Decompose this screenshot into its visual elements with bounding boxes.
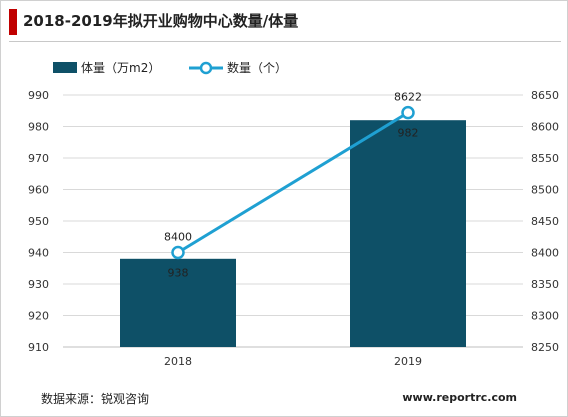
left-axis-tick: 910 [28,341,49,354]
left-axis-tick: 950 [28,215,49,228]
legend-swatch-marker [199,61,213,75]
right-axis-tick: 8300 [531,310,559,323]
left-axis-tick: 990 [28,89,49,102]
title-accent-bar [9,9,17,35]
x-axis-tick: 2019 [394,355,422,368]
website-label: www.reportrc.com [402,391,517,404]
left-axis-tick: 970 [28,152,49,165]
legend-label-line: 数量（个） [227,60,287,75]
source-note: 数据来源：锐观咨询 [41,392,150,406]
x-axis-tick: 2018 [164,355,192,368]
bar-2018 [120,258,236,347]
line-point-2018 [171,245,185,260]
right-axis-tick: 8600 [531,121,559,134]
legend-swatch-bar [53,62,77,73]
right-axis-tick: 8450 [531,215,559,228]
left-axis-tick: 920 [28,310,49,323]
right-axis-tick: 8500 [531,184,559,197]
line-data-label: 8400 [164,231,192,244]
right-axis-tick: 8650 [531,89,559,102]
right-axis-tick: 8550 [531,152,559,165]
left-axis-tick: 930 [28,278,49,291]
chart-title: 2018-2019年拟开业购物中心数量/体量 [23,12,299,30]
title-divider [9,41,561,42]
bar-data-label: 982 [398,127,419,140]
line-point-2019 [401,105,415,120]
legend-label-bar: 体量（万m2） [81,61,160,75]
line-data-label: 8622 [394,91,422,104]
bar-2019 [350,120,466,347]
left-axis-tick: 960 [28,184,49,197]
left-axis-tick: 980 [28,121,49,134]
line-series-count [177,111,409,254]
right-axis-tick: 8250 [531,341,559,354]
right-axis-tick: 8350 [531,278,559,291]
left-axis-tick: 940 [28,247,49,260]
right-axis-tick: 8400 [531,247,559,260]
bar-data-label: 938 [168,267,189,280]
